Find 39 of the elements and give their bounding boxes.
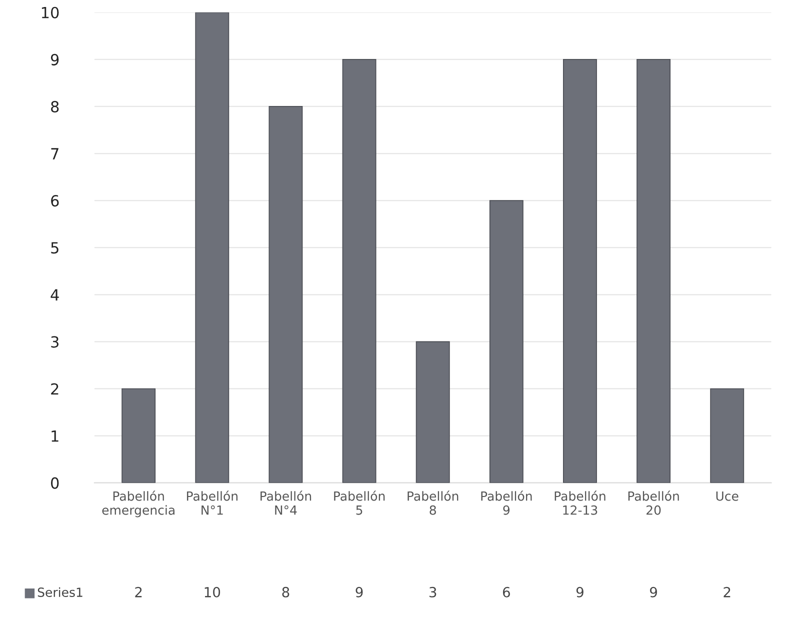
x-tick-label: Pabellón 9 xyxy=(481,490,532,515)
x-tick-label: Pabellón 5 xyxy=(334,490,385,515)
data-label: 10 xyxy=(204,586,220,598)
y-tick-label: 8 xyxy=(51,100,59,112)
data-label: 8 xyxy=(282,586,290,598)
x-tick-label: Pabellón N°4 xyxy=(260,490,312,515)
data-label: 9 xyxy=(356,586,363,598)
y-tick-label: 0 xyxy=(51,477,59,489)
data-label: 9 xyxy=(650,586,657,598)
y-tick-label: 5 xyxy=(51,242,58,254)
x-tick-label: Uce xyxy=(716,492,738,501)
x-tick-label: Pabellón N°1 xyxy=(186,490,238,515)
y-tick-label: 1 xyxy=(52,430,58,442)
bar xyxy=(710,388,744,483)
x-tick-label: Pabellón 8 xyxy=(408,490,458,515)
legend-label: Series1 xyxy=(38,587,82,597)
y-tick-label: 3 xyxy=(51,336,58,348)
x-tick-label: Pabellón 12-13 xyxy=(554,490,606,515)
x-tick-label: Pabellón emergencia xyxy=(102,490,174,518)
data-label: 6 xyxy=(502,586,510,598)
data-label: 9 xyxy=(576,586,584,598)
x-tick-label: Pabellón 20 xyxy=(628,490,679,515)
y-tick-label: 9 xyxy=(50,54,59,66)
bar xyxy=(122,388,156,483)
data-label: 2 xyxy=(135,586,142,598)
y-tick-label: 4 xyxy=(50,289,59,300)
bar xyxy=(195,12,230,483)
bar xyxy=(416,341,450,483)
bar xyxy=(342,59,376,483)
y-tick-label: 2 xyxy=(51,383,58,395)
data-label: 2 xyxy=(724,586,730,598)
data-label: 3 xyxy=(429,586,436,598)
bar xyxy=(489,200,524,483)
bar xyxy=(563,59,597,483)
y-tick-label: 10 xyxy=(42,6,59,18)
y-tick-label: 6 xyxy=(51,195,59,207)
y-tick-label: 7 xyxy=(51,148,58,160)
bar xyxy=(268,106,303,483)
bar xyxy=(636,59,671,483)
